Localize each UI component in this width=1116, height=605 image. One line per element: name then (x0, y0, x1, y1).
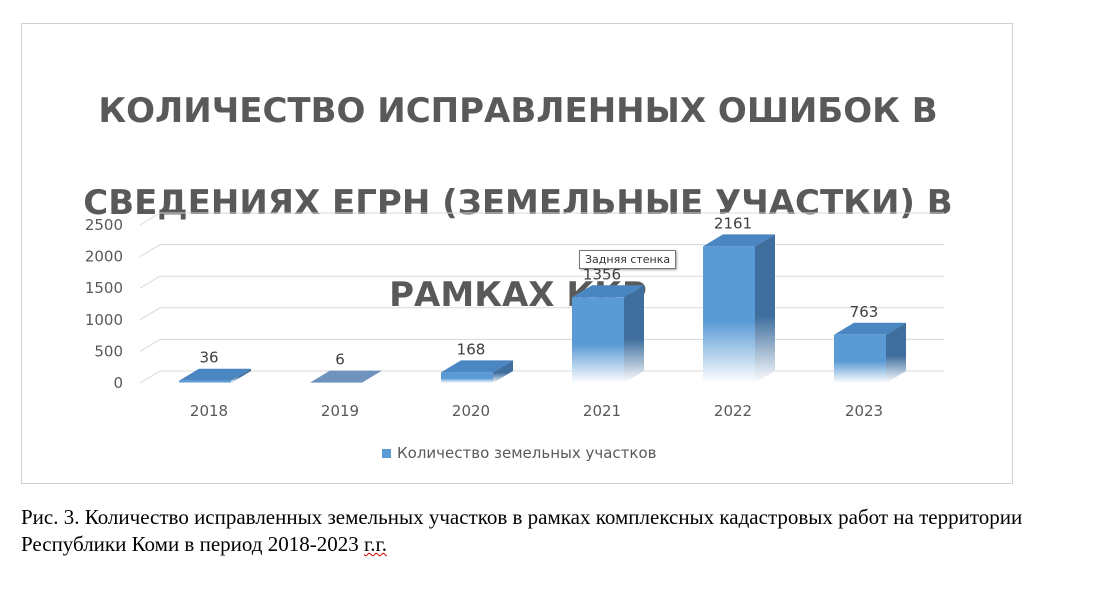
gridline-depth (139, 370, 161, 384)
bar (572, 297, 624, 383)
x-tick-label: 2022 (714, 402, 752, 420)
tooltip: Задняя стенка (579, 250, 677, 269)
bar (834, 334, 886, 383)
bar-top (179, 368, 251, 381)
chart-title-line-2: СВЕДЕНИЯХ ЕГРН (ЗЕМЕЛЬНЫЕ УЧАСТКИ) В (83, 183, 953, 223)
chart-title-line-1: КОЛИЧЕСТВО ИСПРАВЛЕННЫХ ОШИБОК В (98, 91, 938, 131)
bar-top (441, 360, 513, 373)
data-label: 763 (850, 303, 879, 321)
gridline-depth (139, 244, 161, 258)
data-label: 2161 (714, 214, 752, 232)
bar-side (231, 368, 251, 383)
bar-top (310, 370, 382, 383)
y-tick-label: 1000 (85, 311, 123, 329)
gridline-depth (139, 212, 161, 226)
legend: Количество земельных участков (382, 444, 657, 462)
bar-side (886, 322, 906, 383)
bar-top (572, 285, 644, 298)
gridline-depth (139, 338, 161, 352)
gridline-depth (139, 307, 161, 321)
caption-text: Рис. 3. Количество исправленных земельны… (21, 505, 1023, 556)
bar (441, 372, 493, 383)
data-label: 1356 (583, 265, 621, 283)
caption-underlined-text: г.г. (363, 532, 387, 556)
y-tick-label: 2000 (85, 248, 123, 266)
x-tick-label: 2019 (321, 402, 359, 420)
y-tick-label: 1500 (85, 279, 123, 297)
data-label: 36 (199, 349, 218, 367)
figure-caption: Рис. 3. Количество исправленных земельны… (21, 504, 1101, 558)
x-tick-label: 2018 (190, 402, 228, 420)
data-label: 168 (457, 340, 486, 358)
bar-side (624, 285, 644, 383)
bar-side (755, 234, 775, 383)
bar (179, 380, 231, 383)
legend-label: Количество земельных участков (397, 444, 657, 462)
bar (703, 246, 755, 383)
chart-area: КОЛИЧЕСТВО ИСПРАВЛЕННЫХ ОШИБОК В СВЕДЕНИ… (21, 23, 1013, 484)
y-tick-label: 0 (113, 374, 123, 392)
y-tick-label: 2500 (85, 216, 123, 234)
x-tick-label: 2021 (583, 402, 621, 420)
data-label: 6 (335, 351, 345, 369)
plot-area: 0 500 1000 1500 2000 2500 36 2018 6 2019 168 2020 13… (85, 212, 944, 420)
y-tick-label: 500 (94, 342, 123, 360)
x-tick-label: 2023 (845, 402, 883, 420)
chart-title: КОЛИЧЕСТВО ИСПРАВЛЕННЫХ ОШИБОК В СВЕДЕНИ… (62, 42, 974, 318)
gridline-depth (139, 275, 161, 289)
bar-side (493, 360, 513, 383)
legend-swatch (382, 448, 391, 458)
x-tick-label: 2020 (452, 402, 490, 420)
bar-top (834, 322, 906, 335)
bar-top (703, 234, 775, 247)
